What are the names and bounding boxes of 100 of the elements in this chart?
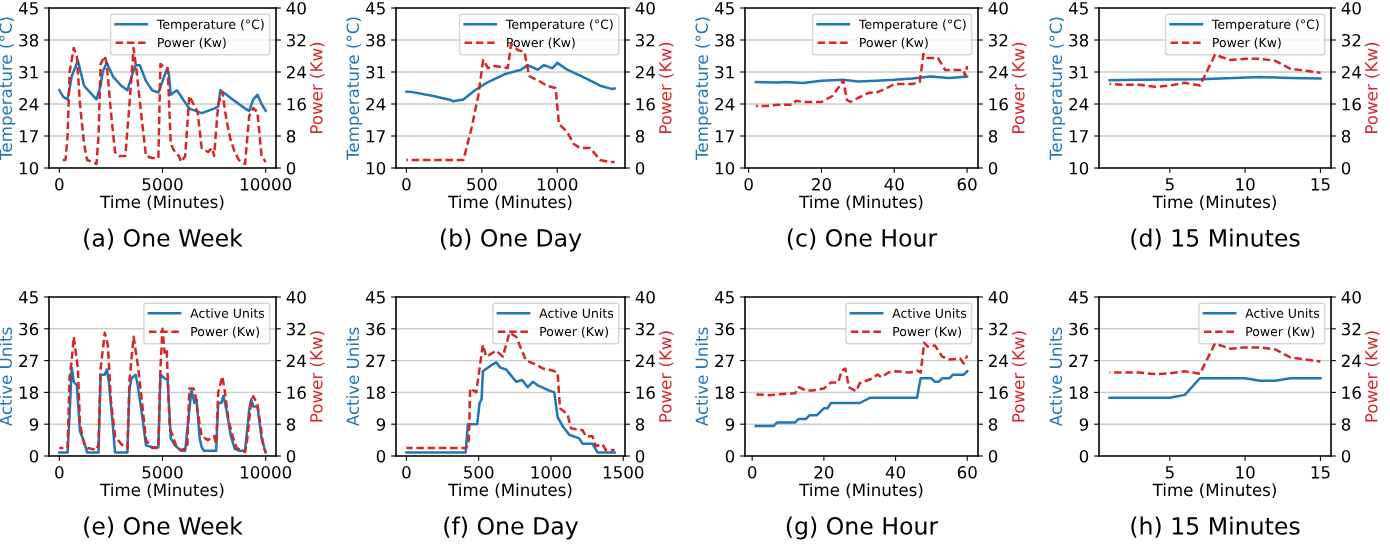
legend-label: Temperature (°C) — [858, 19, 966, 32]
y-tick-label: 36 — [1069, 322, 1089, 336]
y2-tick-label: 32 — [1341, 322, 1361, 336]
x-axis-title: Time (Minutes) — [100, 483, 224, 499]
x-tick-label: 10000 — [241, 466, 292, 479]
y2-tick-label: 40 — [286, 1, 306, 15]
y-tick-label: 45 — [1068, 291, 1088, 304]
y2-tick-label: 0 — [635, 449, 645, 463]
y2-tick-label: 8 — [635, 129, 645, 143]
text: (f) One Day — [444, 516, 579, 540]
y2-tick-label: 32 — [635, 33, 655, 47]
x-axis-title: Time (Minutes) — [448, 483, 572, 499]
legend-label: Power (Kw) — [540, 326, 609, 338]
y2-tick-label: 8 — [286, 418, 296, 431]
y2-axis-title: Power (Kw) — [1364, 42, 1380, 133]
text: (a) One Week — [84, 228, 243, 250]
legend-label: Power (Kw) — [1246, 326, 1315, 338]
x-tick-label: 10000 — [241, 178, 292, 191]
text: (e) One Week — [84, 516, 243, 538]
x-tick-label: 60 — [957, 178, 977, 191]
y2-tick-label: 24 — [635, 65, 655, 79]
y2-tick-label: 0 — [286, 449, 296, 463]
y2-tick-label: 40 — [1341, 1, 1361, 15]
y-tick-label: 24 — [19, 97, 39, 111]
line-series — [405, 61, 616, 103]
y2-axis-title: Power (Kw) — [1011, 42, 1027, 133]
y-tick-label: 24 — [366, 97, 386, 111]
y2-tick-label: 32 — [286, 33, 306, 47]
y2-tick-label: 24 — [635, 354, 655, 367]
y2-tick-label: 8 — [988, 418, 998, 431]
y-tick-label: 31 — [715, 65, 734, 79]
legend-label: Power (Kw) — [507, 37, 575, 49]
x-tick-label: 1500 — [603, 466, 644, 479]
y-tick-label: 0 — [376, 449, 386, 463]
y2-tick-label: 40 — [286, 290, 306, 304]
legend-label: Temperature (°C) — [1211, 19, 1319, 32]
y-tick-label: 45 — [714, 2, 734, 15]
x-axis-title: Time (Minutes) — [100, 195, 224, 211]
line-series — [754, 52, 969, 108]
y2-axis-title: Power (Kw) — [1364, 331, 1380, 422]
y2-tick-label: 8 — [1341, 129, 1351, 143]
y-tick-label: 38 — [715, 33, 735, 47]
line-series — [1108, 377, 1322, 399]
y2-tick-label: 32 — [988, 322, 1008, 336]
x-tick-label: 0 — [402, 466, 411, 479]
x-tick-label: 0 — [55, 466, 64, 479]
y-axis-title: Temperature (°C) — [0, 17, 16, 160]
x-tick-label: 1000 — [537, 178, 578, 191]
y-tick-label: 10 — [19, 161, 39, 175]
y-tick-label: 18 — [19, 386, 39, 399]
x-tick-label: 10 — [1236, 178, 1255, 191]
y-tick-label: 36 — [366, 322, 386, 336]
y-tick-label: 27 — [19, 354, 38, 367]
text: (h) 15 Minutes — [1131, 516, 1300, 538]
y-tick-label: 10 — [366, 161, 386, 175]
x-axis-title: Time (Minutes) — [799, 195, 923, 211]
y2-tick-label: 40 — [988, 290, 1008, 304]
x-tick-label: 60 — [957, 466, 977, 479]
y-axis-title: Temperature (°C) — [1049, 17, 1066, 160]
legend-label: Temperature (°C) — [505, 19, 613, 32]
y2-tick-label: 16 — [989, 97, 1008, 111]
y-tick-label: 24 — [715, 97, 735, 111]
y2-tick-label: 40 — [988, 1, 1008, 15]
y-tick-label: 0 — [29, 449, 39, 463]
y2-tick-label: 8 — [1341, 418, 1351, 431]
y-tick-label: 38 — [1069, 33, 1089, 47]
y2-tick-label: 40 — [635, 1, 655, 15]
y-axis-title: Active Units — [695, 327, 709, 427]
y-tick-label: 17 — [366, 130, 385, 143]
y2-tick-label: 16 — [287, 386, 306, 399]
y2-axis-title: Power (Kw) — [309, 42, 325, 133]
y2-tick-label: 32 — [1341, 33, 1361, 47]
y2-tick-label: 8 — [988, 129, 998, 143]
y-tick-label: 10 — [715, 161, 735, 175]
y-tick-label: 17 — [1069, 130, 1088, 143]
y-axis-title: Temperature (°C) — [695, 17, 712, 160]
x-tick-label: 5000 — [142, 178, 183, 191]
y-tick-label: 45 — [365, 2, 385, 15]
y-tick-label: 9 — [376, 418, 386, 431]
y-tick-label: 31 — [19, 65, 38, 79]
legend-label: Power (Kw) — [893, 326, 962, 338]
x-tick-label: 0 — [744, 178, 753, 191]
y2-tick-label: 32 — [988, 33, 1008, 47]
line-series — [754, 369, 969, 428]
x-tick-label: 1000 — [531, 466, 572, 479]
y-axis-title: Active Units — [0, 327, 13, 427]
y2-tick-label: 40 — [1341, 290, 1361, 304]
y-tick-label: 0 — [1079, 449, 1089, 463]
y-tick-label: 38 — [19, 33, 39, 47]
y-tick-label: 31 — [366, 65, 385, 79]
y-tick-label: 17 — [19, 130, 38, 143]
y2-tick-label: 0 — [988, 161, 998, 175]
y2-tick-label: 0 — [635, 161, 645, 175]
legend-label: Active Units — [892, 308, 967, 318]
y-tick-label: 9 — [29, 418, 39, 431]
x-tick-label: 0 — [55, 178, 64, 191]
text: (c) One Hour — [787, 228, 938, 250]
y2-tick-label: 0 — [1341, 161, 1351, 175]
x-tick-label: 500 — [467, 178, 497, 191]
y2-tick-label: 24 — [286, 354, 306, 367]
